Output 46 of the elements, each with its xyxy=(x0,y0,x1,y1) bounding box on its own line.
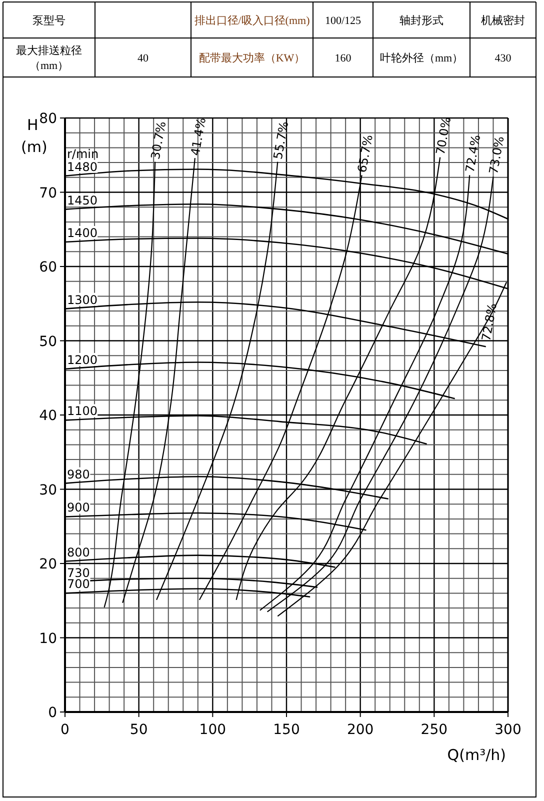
series-label: 730 xyxy=(67,566,90,580)
text: 30.7% xyxy=(148,120,169,160)
text: 160 xyxy=(334,52,352,64)
y-tick-label: 70 xyxy=(39,185,57,202)
series-label: 1100 xyxy=(67,404,98,418)
text: 机械密封 xyxy=(481,14,525,27)
y-tick-label: 10 xyxy=(39,630,57,647)
series-label: 1200 xyxy=(67,352,98,367)
series-label: 1480 xyxy=(67,160,98,174)
text: 排出口径/吸入口径(mm) xyxy=(194,14,310,27)
series-label: 1300 xyxy=(67,292,98,307)
text: 72.8% xyxy=(479,302,500,342)
text: 100/125 xyxy=(324,15,362,27)
y-tick-label: 50 xyxy=(39,334,57,350)
text: 73.0% xyxy=(486,135,507,176)
y-tick-label: 40 xyxy=(39,408,57,424)
text: 泵型号 xyxy=(32,15,66,27)
y-tick-label: 20 xyxy=(39,556,57,572)
series-label: 980 xyxy=(67,467,90,482)
text: 最大排送粒径（mm） xyxy=(16,44,82,72)
text: 430 xyxy=(494,52,512,64)
y-tick-label: 0 xyxy=(48,705,57,721)
text: 配带最大功率（KW） xyxy=(198,52,306,64)
y-tick-label: 30 xyxy=(39,482,57,498)
x-tick-label: 150 xyxy=(273,722,300,738)
x-tick-label: 100 xyxy=(199,722,226,738)
x-tick-label: 300 xyxy=(494,722,522,738)
text: 轴封形式 xyxy=(400,14,444,27)
text: 叶轮外径（mm） xyxy=(380,52,464,64)
x-tick-label: 0 xyxy=(60,722,70,738)
text: 41.4% xyxy=(188,116,209,157)
series-label: 1400 xyxy=(67,226,98,240)
text: 40 xyxy=(138,52,149,64)
series-label: 900 xyxy=(67,500,90,515)
text: 70.0% xyxy=(433,116,454,156)
series-label: 1450 xyxy=(67,193,98,208)
x-axis-title: Q(m³/h) xyxy=(447,746,506,764)
x-tick-label: 200 xyxy=(346,722,374,738)
text: 72.4% xyxy=(462,134,484,174)
text: 65.7% xyxy=(354,134,376,174)
series-label: 800 xyxy=(67,545,90,560)
x-tick-label: 250 xyxy=(420,722,448,738)
y-tick-label: 60 xyxy=(39,260,57,276)
x-tick-label: 50 xyxy=(130,722,148,738)
text: 55.7% xyxy=(270,120,292,160)
series-label: 700 xyxy=(67,577,90,592)
